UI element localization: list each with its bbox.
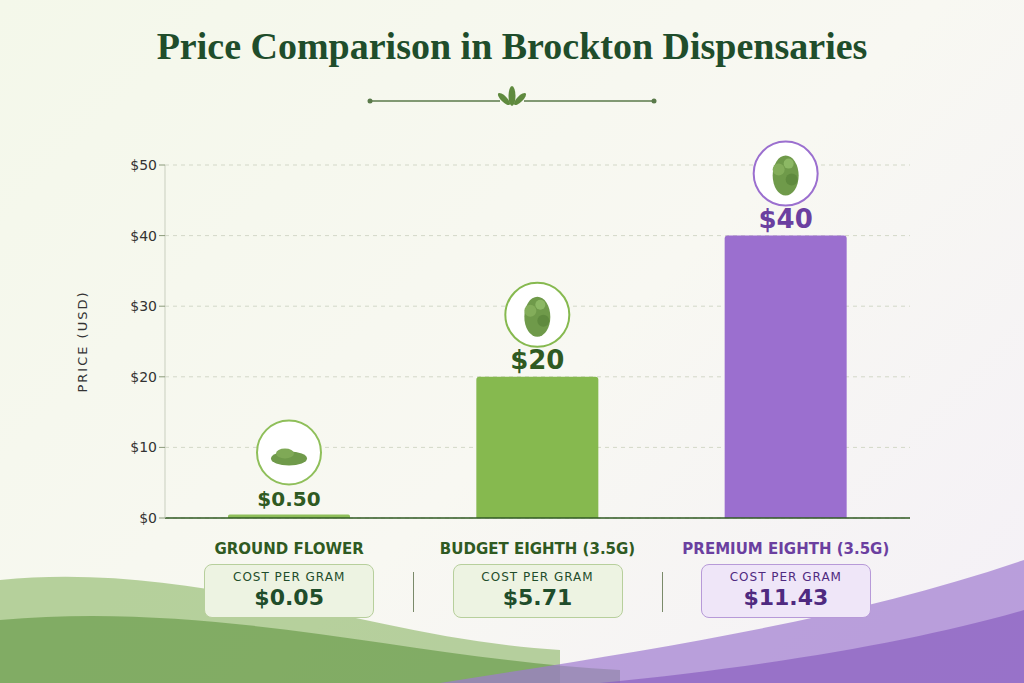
html-text:COST PER GRAM: COST PER GRAM [481, 570, 594, 584]
html-text:$0.05: $0.05 [254, 585, 324, 610]
html-text:COST PER GRAM: COST PER GRAM [233, 570, 346, 584]
svg-text:$50: $50 [130, 157, 157, 173]
svg-text:$40: $40 [130, 228, 157, 244]
svg-text:PRICE (USD): PRICE (USD) [75, 290, 90, 392]
html-text:COST PER GRAM: COST PER GRAM [729, 570, 842, 584]
svg-text:$10: $10 [130, 439, 157, 455]
svg-text:GROUND FLOWER: GROUND FLOWER [214, 540, 364, 558]
svg-text:PREMIUM EIGHTH (3.5G): PREMIUM EIGHTH (3.5G) [682, 540, 889, 558]
svg-text:$20: $20 [130, 369, 157, 385]
svg-text:$40: $40 [759, 204, 813, 234]
html-text:Price Comparison in Brockton D: Price Comparison in Brockton Dispensarie… [156, 25, 868, 67]
svg-text:$0.50: $0.50 [257, 487, 320, 511]
svg-text:$20: $20 [510, 345, 564, 375]
svg-text:BUDGET EIGHTH (3.5G): BUDGET EIGHTH (3.5G) [440, 540, 635, 558]
html-text:$5.71: $5.71 [502, 585, 573, 610]
svg-text:$0: $0 [139, 510, 157, 526]
svg-text:$30: $30 [130, 298, 157, 314]
html-text:$11.43: $11.43 [743, 585, 829, 610]
